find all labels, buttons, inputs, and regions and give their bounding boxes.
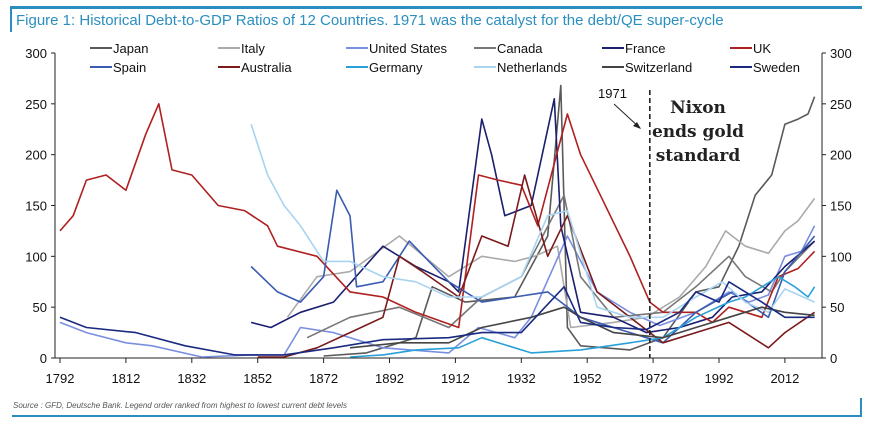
- series-line-japan: [323, 84, 816, 357]
- series-line-united-states: [59, 225, 816, 358]
- annotation-arrow-head: [633, 122, 641, 129]
- x-tick-label: 1892: [375, 371, 404, 386]
- legend-label: France: [625, 41, 665, 56]
- legend-label: Switzerland: [625, 60, 692, 75]
- y-tick-label-right: 50: [830, 300, 844, 315]
- series-line-uk: [59, 103, 816, 329]
- legend-label: United States: [369, 41, 448, 56]
- y-tick-label-left: 0: [40, 351, 47, 366]
- series-line-netherlands: [250, 123, 815, 319]
- series-line-italy: [286, 197, 816, 329]
- x-tick-label: 1992: [705, 371, 734, 386]
- x-tick-label: 1872: [309, 371, 338, 386]
- legend-label: Netherlands: [497, 60, 568, 75]
- y-tick-label-left: 100: [25, 249, 47, 264]
- title-bar: [10, 6, 12, 32]
- top-rule: [10, 6, 862, 9]
- x-tick-label: 1932: [507, 371, 536, 386]
- legend-label: Germany: [369, 60, 423, 75]
- x-tick-label: 1952: [573, 371, 602, 386]
- series-line-sweden: [59, 281, 815, 356]
- bottom-right-bar: [860, 398, 862, 417]
- y-tick-label-left: 250: [25, 97, 47, 112]
- series-line-canada: [306, 194, 816, 339]
- y-tick-label-left: 150: [25, 199, 47, 214]
- y-tick-label-left: 50: [33, 300, 47, 315]
- nixon-annotation: ends gold: [652, 122, 744, 142]
- y-tick-label-right: 100: [830, 249, 852, 264]
- x-tick-label: 1832: [177, 371, 206, 386]
- y-tick-label-right: 200: [830, 148, 852, 163]
- series-line-germany: [349, 275, 816, 358]
- nixon-annotation: Nixon: [670, 98, 726, 118]
- x-tick-label: 1972: [639, 371, 668, 386]
- x-tick-label: 1852: [243, 371, 272, 386]
- legend-label: Sweden: [753, 60, 800, 75]
- legend-label: Australia: [241, 60, 292, 75]
- x-tick-label: 1792: [46, 371, 75, 386]
- y-tick-label-right: 150: [830, 199, 852, 214]
- series-line-france: [250, 98, 816, 334]
- source-note: Source : GFD, Deutsche Bank. Legend orde…: [13, 401, 347, 410]
- bottom-rule: [12, 415, 862, 417]
- legend-label: Italy: [241, 41, 265, 56]
- y-tick-label-left: 200: [25, 148, 47, 163]
- y-tick-label-right: 250: [830, 97, 852, 112]
- y-tick-label-right: 300: [830, 46, 852, 61]
- x-tick-label: 2012: [770, 371, 799, 386]
- figure-title: Figure 1: Historical Debt-to-GDP Ratios …: [16, 12, 724, 29]
- y-tick-label-left: 300: [25, 46, 47, 61]
- legend-label: Spain: [113, 60, 146, 75]
- vline-label: 1971: [598, 86, 627, 101]
- legend-label: UK: [753, 41, 771, 56]
- x-tick-label: 1812: [111, 371, 140, 386]
- nixon-annotation: standard: [656, 146, 741, 166]
- x-tick-label: 1912: [441, 371, 470, 386]
- series-line-australia: [257, 174, 816, 358]
- legend-label: Canada: [497, 41, 543, 56]
- y-tick-label-right: 0: [830, 351, 837, 366]
- legend-label: Japan: [113, 41, 148, 56]
